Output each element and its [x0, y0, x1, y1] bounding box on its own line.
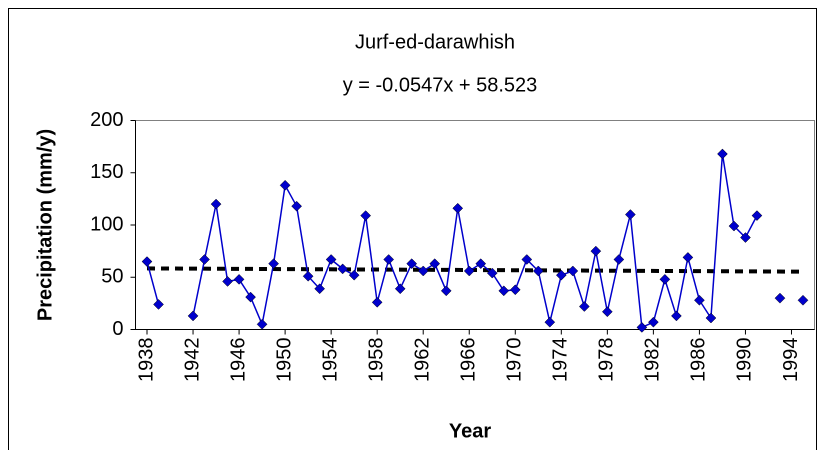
point-marker — [268, 258, 279, 270]
x-tick-label: 1994 — [780, 338, 802, 383]
point-marker — [187, 310, 199, 322]
point-marker — [141, 256, 153, 267]
point-marker — [601, 306, 613, 318]
y-tick-label: 150 — [90, 161, 123, 183]
point-marker — [671, 310, 682, 322]
point-marker — [567, 265, 579, 277]
y-tick-label: 50 — [101, 266, 123, 288]
point-marker — [498, 285, 510, 297]
point-marker — [406, 258, 418, 270]
point-marker — [360, 210, 372, 221]
x-tick-label: 1962 — [411, 338, 433, 383]
point-marker — [682, 252, 694, 263]
point-marker — [613, 254, 625, 265]
point-marker — [210, 198, 222, 210]
point-marker — [532, 265, 544, 277]
x-tick-label: 1946 — [227, 338, 249, 383]
point-marker — [337, 263, 349, 275]
x-tick-label: 1938 — [135, 338, 157, 383]
x-tick-label: 1978 — [596, 338, 618, 383]
point-marker — [774, 292, 786, 304]
y-tick-label: 100 — [90, 213, 123, 235]
x-tick-label: 1974 — [550, 338, 572, 383]
x-tick-label: 1990 — [734, 338, 756, 383]
point-marker — [348, 269, 360, 281]
point-marker — [751, 210, 763, 221]
point-marker — [625, 209, 636, 220]
point-marker — [463, 265, 475, 277]
point-marker — [429, 258, 441, 270]
point-marker — [153, 299, 164, 310]
point-marker — [636, 322, 648, 333]
point-marker — [245, 291, 256, 303]
point-marker — [394, 283, 406, 295]
point-marker — [544, 316, 556, 328]
y-tick-label: 0 — [112, 318, 123, 340]
point-marker — [371, 296, 383, 308]
y-axis-label: Precipitation (mm/y) — [34, 129, 56, 321]
point-marker — [291, 200, 302, 212]
point-marker — [717, 148, 728, 160]
point-marker — [383, 254, 395, 265]
point-marker — [521, 254, 533, 265]
point-marker — [648, 316, 659, 328]
point-marker — [486, 267, 498, 279]
point-marker — [797, 294, 809, 306]
point-marker — [740, 232, 751, 243]
point-marker — [302, 270, 314, 282]
point-marker — [199, 254, 210, 265]
point-marker — [659, 273, 671, 285]
point-marker — [509, 284, 521, 296]
x-tick-label: 1986 — [688, 338, 710, 383]
point-marker — [475, 258, 487, 270]
point-marker — [728, 220, 740, 232]
point-marker — [590, 245, 602, 257]
x-tick-label: 1970 — [504, 338, 526, 383]
point-marker — [325, 254, 337, 265]
point-marker — [694, 294, 705, 306]
point-marker — [256, 318, 268, 330]
point-marker — [279, 179, 291, 191]
x-tick-label: 1950 — [273, 338, 295, 383]
y-tick-label: 200 — [90, 109, 123, 131]
point-marker — [440, 285, 452, 297]
point-marker — [233, 273, 245, 285]
point-marker — [705, 312, 717, 324]
point-marker — [314, 283, 325, 295]
point-marker — [555, 269, 567, 281]
x-tick-label: 1982 — [642, 338, 664, 383]
trend-equation: y = -0.0547x + 58.523 — [343, 74, 538, 96]
trendline — [146, 266, 804, 274]
point-marker — [578, 301, 590, 312]
chart-frame — [8, 8, 817, 455]
point-marker — [417, 265, 429, 277]
chart-title: Jurf-ed-darawhish — [355, 31, 515, 53]
point-marker — [222, 276, 233, 287]
x-tick-label: 1942 — [181, 338, 203, 383]
point-marker — [452, 202, 464, 214]
x-tick-label: 1958 — [365, 338, 387, 383]
x-axis-label: Year — [449, 420, 491, 442]
x-tick-label: 1954 — [319, 338, 341, 383]
x-tick-label: 1966 — [458, 338, 480, 383]
